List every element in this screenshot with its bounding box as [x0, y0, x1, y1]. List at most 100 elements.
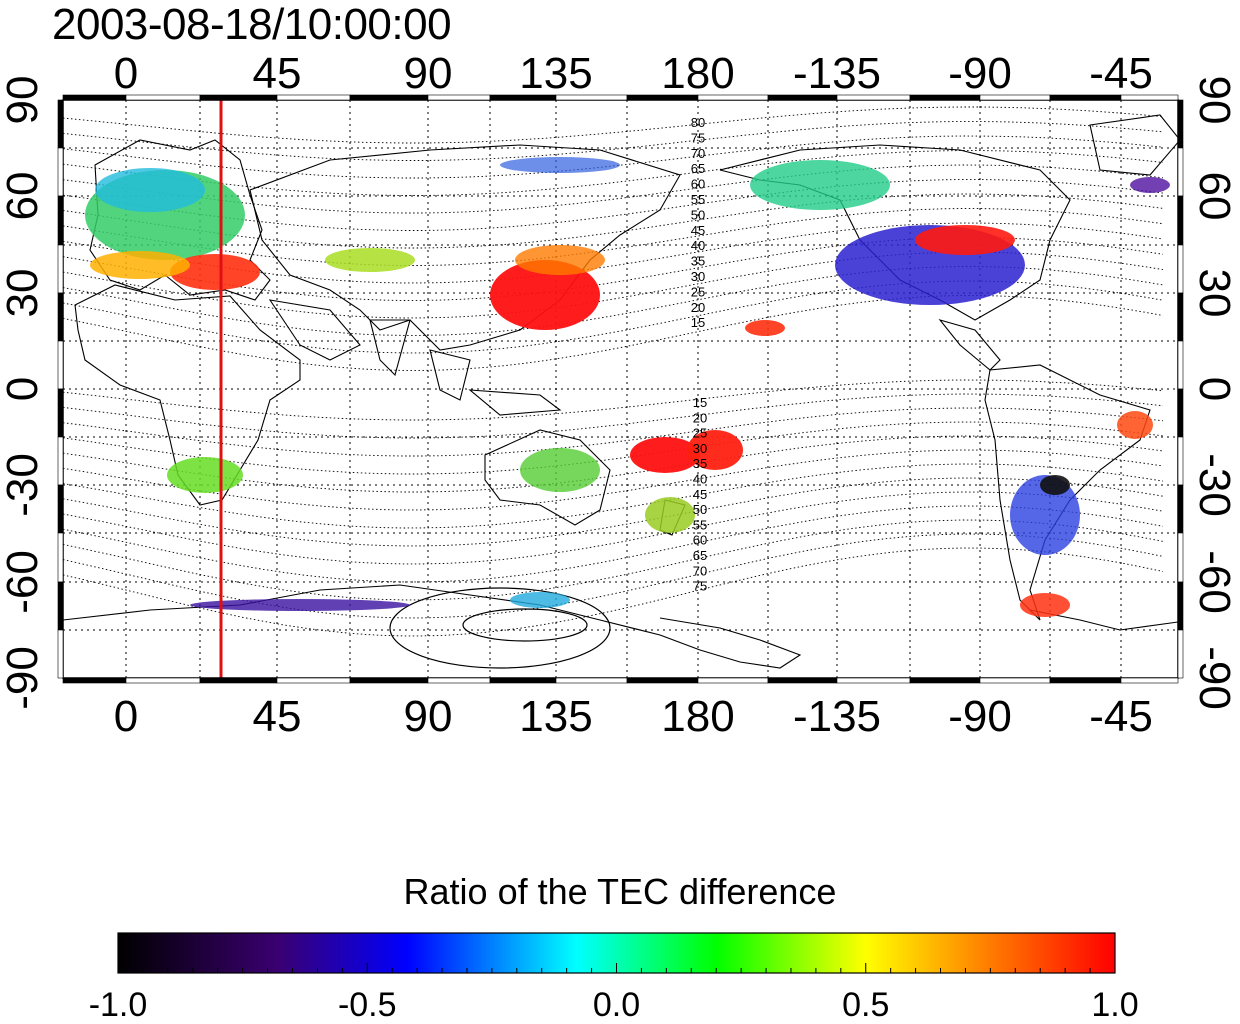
- contour-line: [63, 407, 1164, 457]
- patch-central-asia: [325, 248, 415, 272]
- frame-bar-bottom: [697, 677, 769, 684]
- lon-tick-bottom: 0: [114, 692, 138, 741]
- contour-line: [63, 135, 1164, 179]
- contour-label: 35: [691, 254, 705, 269]
- patch-europe-cool: [95, 168, 205, 212]
- patch-alaska: [750, 160, 890, 210]
- frame-bar-right: [1177, 581, 1184, 631]
- lat-tick-left: 0: [0, 377, 47, 401]
- contour-label: 60: [691, 177, 705, 192]
- lat-tick-left: -30: [0, 453, 47, 517]
- patch-arctic-russia: [500, 157, 620, 173]
- lon-tick-top: -90: [948, 49, 1012, 98]
- lon-tick-top: 135: [519, 49, 592, 98]
- contour-label: 50: [693, 502, 707, 517]
- contour-label: 65: [691, 161, 705, 176]
- contour-pole-outer: [389, 587, 611, 669]
- lon-tick-bottom: 90: [404, 692, 453, 741]
- lon-tick-top: 180: [661, 49, 734, 98]
- contour-line: [63, 505, 1164, 583]
- frame-bar-bottom: [979, 677, 1051, 684]
- contour-line: [63, 463, 1164, 529]
- patch-sa-south: [1020, 593, 1070, 617]
- lat-tick-left: 90: [0, 76, 47, 125]
- frame-axis-bars: [57, 94, 1184, 684]
- colorbar-tick-label: -0.5: [338, 986, 397, 1024]
- coast-greenland: [1089, 114, 1178, 176]
- frame-bar-bottom: [1049, 677, 1122, 684]
- lat-tick-right: -30: [1190, 453, 1239, 517]
- patch-greenland-purple: [1130, 177, 1170, 193]
- graticule: [63, 100, 1178, 678]
- map-frame: [62, 99, 1179, 679]
- frame-bar-right: [1177, 532, 1184, 583]
- lat-tick-left: 60: [0, 172, 47, 221]
- colorbar-tick-label: 1.0: [1091, 986, 1138, 1024]
- contour-labels: 8075706560555045403530252015152025303540…: [691, 115, 707, 594]
- patch-australia: [520, 448, 600, 492]
- contour-label: 75: [693, 579, 707, 594]
- tec-data-patches: [85, 157, 1170, 617]
- colorbar-tick-label: 0.5: [842, 986, 889, 1024]
- contour-label: 70: [691, 146, 705, 161]
- frame-bar-bottom: [909, 677, 981, 684]
- contour-line: [63, 106, 1164, 144]
- frame-bar-bottom: [62, 677, 127, 684]
- coast-asia: [249, 144, 681, 351]
- contour-line: [63, 393, 1164, 439]
- coast-south-america: [984, 364, 1151, 621]
- contour-label: 35: [693, 456, 707, 471]
- patch-na-red: [915, 225, 1015, 255]
- lat-tick-right: 30: [1190, 269, 1239, 318]
- frame-bar-left: [57, 99, 64, 149]
- patch-sa-dark: [1040, 475, 1070, 495]
- contour-label: 40: [693, 472, 707, 487]
- frame-bar-bottom: [489, 677, 557, 684]
- frame-bar-bottom: [349, 677, 429, 684]
- contour-line: [63, 491, 1164, 565]
- contour-label: 75: [691, 130, 705, 145]
- contour-line: [63, 547, 1164, 637]
- colorbar-title: Ratio of the TEC difference: [403, 871, 837, 912]
- lat-tick-left: 30: [0, 269, 47, 318]
- frame-bar-bottom: [555, 677, 628, 684]
- contour-line: [63, 193, 1164, 249]
- contour-line: [63, 477, 1164, 547]
- contour-label: 20: [691, 300, 705, 315]
- frame-bar-left: [57, 195, 64, 246]
- patch-east-asia-warm: [515, 245, 605, 275]
- frame-bar-right: [1177, 629, 1184, 679]
- frame-bar-right: [1177, 147, 1184, 197]
- lat-tick-right: 90: [1190, 76, 1239, 125]
- contour-label: 70: [693, 563, 707, 578]
- frame-bar-right: [1177, 340, 1184, 390]
- lon-tick-bottom: -90: [948, 692, 1012, 741]
- frame-bar-left: [57, 244, 64, 294]
- colorbar-tick-label: 0.0: [593, 986, 640, 1024]
- frame-bar-left: [57, 629, 64, 679]
- lon-tick-bottom: 135: [519, 692, 592, 741]
- lat-tick-left: -90: [0, 646, 47, 710]
- frame-bar-right: [1177, 99, 1184, 149]
- frame-bar-left: [57, 292, 64, 342]
- contour-label: 25: [691, 284, 705, 299]
- contour-label: 50: [691, 207, 705, 222]
- frame-bar-top: [1120, 94, 1179, 101]
- frame-bar-bottom: [125, 677, 201, 684]
- frame-bar-left: [57, 388, 64, 438]
- contour-label: 45: [693, 487, 707, 502]
- contour-line: [63, 164, 1164, 214]
- contour-label: 65: [693, 548, 707, 563]
- lat-tick-left: -60: [0, 550, 47, 614]
- contour-line: [63, 519, 1164, 601]
- lat-tick-right: -60: [1190, 550, 1239, 614]
- coast-arabia: [268, 299, 361, 361]
- patch-pacific-south-2: [687, 430, 743, 470]
- contour-label: 20: [693, 410, 707, 425]
- contour-label: 15: [691, 315, 705, 330]
- contour-line: [63, 150, 1164, 196]
- patch-nz: [645, 497, 695, 533]
- coast-india: [369, 319, 411, 377]
- lat-tick-right: -90: [1190, 646, 1239, 710]
